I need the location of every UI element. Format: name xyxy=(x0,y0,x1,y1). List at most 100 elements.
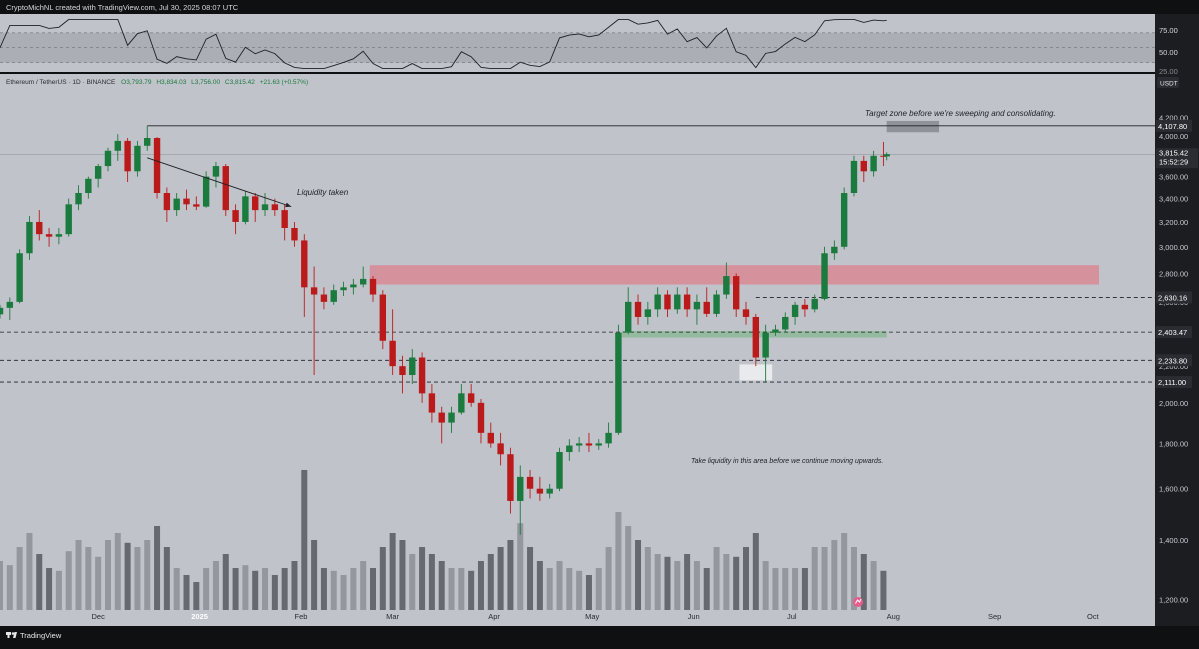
volume-bar xyxy=(320,568,327,610)
candle xyxy=(811,294,818,313)
candle-body xyxy=(556,452,563,489)
candle-body xyxy=(723,276,730,295)
candle-body xyxy=(320,294,328,302)
volume-bar xyxy=(664,556,671,610)
candle xyxy=(821,246,828,301)
volume-bar xyxy=(792,568,799,610)
candle xyxy=(566,439,573,461)
candle xyxy=(801,298,809,317)
candle xyxy=(752,313,760,367)
candle-body xyxy=(840,192,848,247)
candle-body xyxy=(350,284,357,288)
candle-body xyxy=(625,301,632,333)
y-tick-label: 3,400.00 xyxy=(1159,195,1188,204)
candle-body xyxy=(850,160,858,193)
volume-bar xyxy=(0,561,3,610)
candle-body xyxy=(546,488,553,494)
candle xyxy=(291,221,298,247)
candle xyxy=(477,399,485,444)
candle-body xyxy=(271,204,279,211)
candle-body xyxy=(752,316,760,358)
volume-bar xyxy=(85,547,92,610)
ohlc-close: C3,815.42 xyxy=(225,79,255,86)
alert-icon[interactable] xyxy=(853,597,863,607)
volume-bar xyxy=(517,523,524,610)
volume-bar xyxy=(252,570,259,610)
volume-bar xyxy=(281,568,288,610)
candle xyxy=(625,287,632,335)
rsi-line xyxy=(0,19,887,69)
candle-body xyxy=(409,357,416,376)
candle-body xyxy=(153,137,161,193)
candle-body xyxy=(26,221,33,254)
candle xyxy=(163,187,171,222)
main-pane[interactable] xyxy=(0,74,1155,626)
candle xyxy=(281,204,288,241)
candle-body xyxy=(85,178,92,193)
candle xyxy=(595,439,602,450)
candle-body xyxy=(340,287,347,291)
candle-body xyxy=(45,234,53,237)
candle xyxy=(252,192,259,222)
candle-body xyxy=(674,294,681,310)
candle xyxy=(883,152,890,161)
volume-bar xyxy=(615,512,622,610)
candle-body xyxy=(566,445,573,453)
candle-body xyxy=(477,402,485,433)
volume-bar xyxy=(772,568,779,610)
candle-body xyxy=(654,294,661,310)
volume-bar xyxy=(438,561,445,610)
zone-resistance xyxy=(369,265,1100,285)
ohlc-change: +21.63 (+0.57%) xyxy=(260,79,308,86)
candle xyxy=(674,287,681,314)
candle xyxy=(94,163,102,188)
rsi-level-75: 75.00 xyxy=(1159,26,1178,35)
candle xyxy=(173,192,180,216)
y-tick-label: 3,600.00 xyxy=(1159,173,1188,182)
price-scale[interactable] xyxy=(1155,14,1199,626)
candle xyxy=(831,240,838,260)
candle xyxy=(26,215,33,260)
candle-body xyxy=(428,393,436,413)
candle-body xyxy=(55,234,63,237)
volume-bar xyxy=(311,540,318,610)
volume-bar xyxy=(144,540,151,610)
volume-bar xyxy=(811,547,818,610)
candle xyxy=(310,266,318,376)
volume-bars xyxy=(0,470,887,610)
volume-bar xyxy=(477,561,484,610)
candle-body xyxy=(16,253,23,302)
volume-bar xyxy=(860,554,867,610)
volume-bar xyxy=(134,547,141,610)
candle-body xyxy=(124,140,131,172)
candle-body xyxy=(65,204,72,235)
candle-body xyxy=(369,278,377,295)
candle xyxy=(212,161,220,188)
candle-body xyxy=(173,198,180,211)
candle-body xyxy=(330,290,337,302)
x-tick-label: May xyxy=(585,612,599,621)
candle xyxy=(526,469,534,499)
candle xyxy=(124,137,131,183)
candle xyxy=(615,324,622,435)
candle-body xyxy=(418,357,426,394)
candle xyxy=(418,352,426,403)
zone-target xyxy=(886,120,940,133)
footer-bar xyxy=(0,626,1199,644)
candle xyxy=(438,406,445,444)
candle xyxy=(320,287,328,310)
candle xyxy=(379,290,387,350)
candle-body xyxy=(114,140,121,151)
volume-bar xyxy=(301,470,308,610)
candle xyxy=(634,294,642,325)
candle xyxy=(85,176,92,199)
candle-body xyxy=(212,166,220,177)
currency-badge[interactable] xyxy=(1157,77,1179,88)
volume-bar xyxy=(536,561,543,610)
candle xyxy=(369,276,377,302)
candle-body xyxy=(0,307,4,315)
y-tick-label: 3,200.00 xyxy=(1159,218,1188,227)
volume-bar xyxy=(419,547,426,610)
y-tick-label: 2,000.00 xyxy=(1159,399,1188,408)
